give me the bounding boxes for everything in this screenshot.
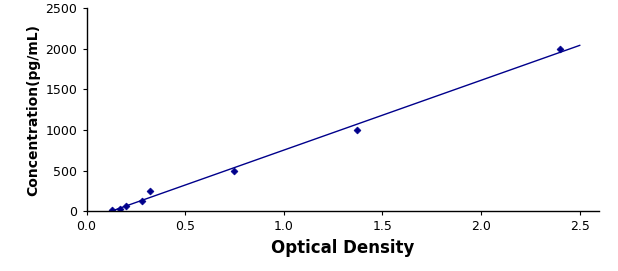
X-axis label: Optical Density: Optical Density bbox=[271, 239, 415, 257]
Y-axis label: Concentration(pg/mL): Concentration(pg/mL) bbox=[26, 24, 40, 196]
